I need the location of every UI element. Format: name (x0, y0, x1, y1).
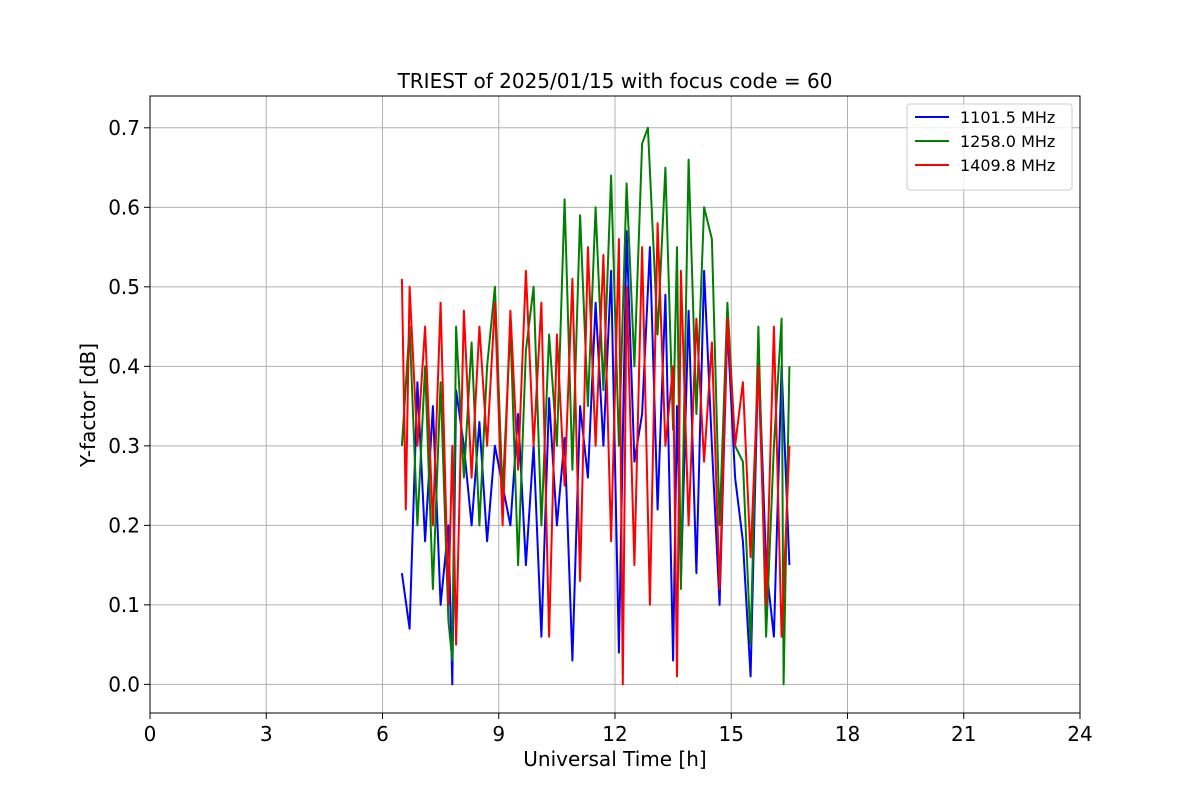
y-tick-label: 0.2 (108, 513, 140, 537)
y-tick-label: 0.7 (108, 116, 140, 140)
legend-label: 1101.5 MHz (960, 108, 1055, 127)
legend-label: 1258.0 MHz (960, 132, 1055, 151)
y-tick-label: 0.1 (108, 593, 140, 617)
x-tick-label: 15 (719, 722, 744, 746)
legend: 1101.5 MHz 1258.0 MHz 1409.8 MHz (906, 103, 1073, 191)
x-tick-label: 6 (376, 722, 389, 746)
x-tick-label: 24 (1067, 722, 1092, 746)
y-tick-label: 0.4 (108, 354, 140, 378)
x-tick-label: 21 (951, 722, 976, 746)
y-tick-label: 0.0 (108, 672, 140, 696)
y-tick-label: 0.6 (108, 195, 140, 219)
y-axis: 0.0 0.1 0.2 0.3 0.4 0.5 0.6 0.7 (108, 116, 150, 696)
legend-label: 1409.8 MHz (960, 156, 1055, 175)
series-line (400, 222, 791, 686)
y-tick-label: 0.3 (108, 434, 140, 458)
x-tick-label: 0 (144, 722, 157, 746)
y-axis-label: Y-factor [dB] (76, 343, 100, 468)
x-axis-label: Universal Time [h] (523, 747, 706, 771)
x-tick-label: 9 (492, 722, 505, 746)
chart-title: TRIEST of 2025/01/15 with focus code = 6… (397, 69, 833, 93)
y-tick-label: 0.5 (108, 275, 140, 299)
legend-box (906, 103, 1073, 191)
x-tick-label: 3 (260, 722, 273, 746)
x-tick-label: 18 (835, 722, 860, 746)
x-tick-label: 12 (602, 722, 627, 746)
series-layer (400, 126, 791, 686)
x-axis: 0 3 6 9 12 15 18 21 24 (144, 713, 1093, 746)
